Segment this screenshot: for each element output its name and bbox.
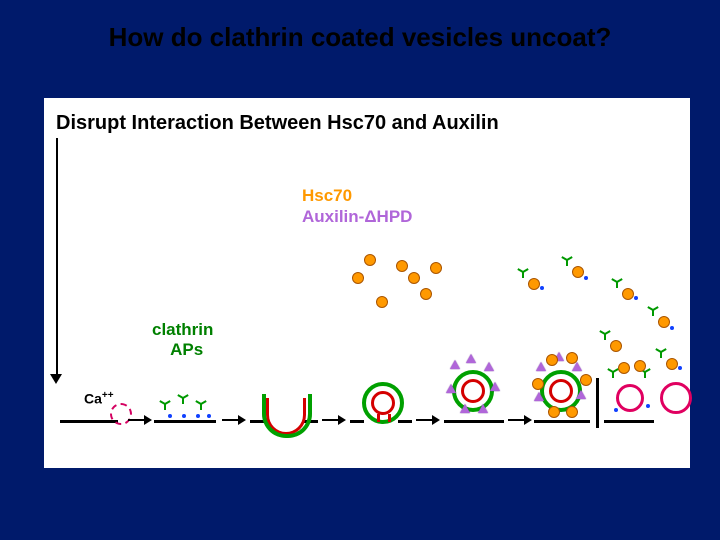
ap-dot [646, 404, 650, 408]
hsc70-icon [420, 288, 432, 300]
triskelion-icon [178, 394, 188, 404]
hsc70-icon [566, 352, 578, 364]
membrane-6 [534, 420, 590, 423]
ap-dot [168, 414, 172, 418]
triskelion-icon [160, 400, 170, 410]
hsc70-icon [610, 340, 622, 352]
pathway-arrow [56, 138, 58, 376]
hsc70-icon [408, 272, 420, 284]
legend: Hsc70 Auxilin-ΔHPD [302, 185, 412, 228]
membrane-7 [604, 420, 654, 423]
auxilin-icon [536, 362, 546, 371]
hsc70-icon [548, 406, 560, 418]
hsc70-icon [352, 272, 364, 284]
calcium-label: Ca++ [84, 390, 114, 407]
scission-bar [596, 378, 599, 428]
ca-sup: ++ [102, 390, 114, 401]
triskelion-icon [196, 400, 206, 410]
clathrin-text: clathrin [152, 320, 213, 340]
auxilin-icon [576, 390, 586, 399]
hsc70-icon [546, 354, 558, 366]
auxilin-icon [478, 404, 488, 413]
step-arrow-2 [222, 419, 244, 421]
budding-pit-coat [262, 394, 312, 438]
step-arrow-4 [416, 419, 438, 421]
pit-neck [377, 414, 391, 422]
ap-dot [634, 296, 638, 300]
auxilin-icon [460, 404, 470, 413]
aps-text: APs [160, 340, 213, 360]
triskelion-icon [518, 268, 528, 278]
step-arrow-1 [128, 419, 150, 421]
ap-dot [678, 366, 682, 370]
hsc70-icon [396, 260, 408, 272]
triskelion-icon [608, 368, 618, 378]
membrane-5 [444, 420, 504, 423]
auxilin-icon [490, 382, 500, 391]
hsc70-icon [528, 278, 540, 290]
pathway-arrow-head [50, 374, 62, 384]
auxilin-icon [446, 384, 456, 393]
auxilin-icon [534, 392, 544, 401]
legend-auxilin: Auxilin-ΔHPD [302, 206, 412, 227]
naked-vesicle [660, 382, 692, 414]
hsc70-icon [658, 316, 670, 328]
step-arrow-5 [508, 419, 530, 421]
legend-hsc70: Hsc70 [302, 185, 412, 206]
calcium-receptor [110, 403, 132, 425]
ap-dot [540, 286, 544, 290]
auxilin-icon [450, 360, 460, 369]
ca-text: Ca [84, 391, 102, 407]
hsc70-icon [572, 266, 584, 278]
uncoating-vesicle [616, 384, 644, 412]
triskelion-icon [656, 348, 666, 358]
hsc70-icon [622, 288, 634, 300]
hsc70-icon [430, 262, 442, 274]
hsc70-icon [666, 358, 678, 370]
hsc70-icon [634, 360, 646, 372]
hsc70-icon [618, 362, 630, 374]
ap-dot [614, 408, 618, 412]
ap-dot [670, 326, 674, 330]
auxilin-icon [466, 354, 476, 363]
hsc70-icon [364, 254, 376, 266]
membrane-4 [350, 420, 364, 423]
triskelion-icon [600, 330, 610, 340]
membrane-4b [398, 420, 412, 423]
triskelion-icon [562, 256, 572, 266]
ap-dot [207, 414, 211, 418]
auxilin-icon [484, 362, 494, 371]
ap-dot [182, 414, 186, 418]
triskelion-icon [612, 278, 622, 288]
clathrin-aps-label: clathrin APs [152, 320, 213, 360]
membrane-2 [154, 420, 216, 423]
ap-dot [196, 414, 200, 418]
membrane-1 [60, 420, 118, 423]
hsc70-icon [566, 406, 578, 418]
panel-subtitle: Disrupt Interaction Between Hsc70 and Au… [56, 112, 499, 135]
slide-title: How do clathrin coated vesicles uncoat? [0, 22, 720, 53]
triskelion-icon [648, 306, 658, 316]
ap-dot [584, 276, 588, 280]
hsc70-icon [376, 296, 388, 308]
hsc70-icon [532, 378, 544, 390]
step-arrow-3 [322, 419, 344, 421]
hsc70-icon [580, 374, 592, 386]
